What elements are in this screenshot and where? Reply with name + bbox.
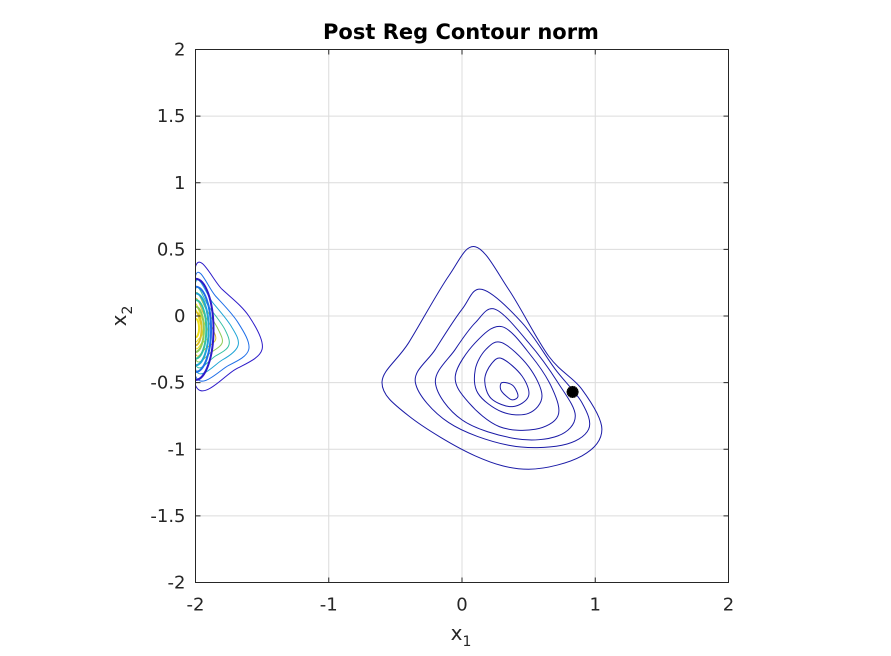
contour-core-level xyxy=(195,277,215,381)
contour-set-central xyxy=(381,246,603,470)
y-tick-label: 2 xyxy=(174,40,185,61)
grid xyxy=(195,49,729,583)
y-tick-label: -1.5 xyxy=(150,506,185,527)
contour-core-level xyxy=(195,317,201,339)
chart-title: Post Reg Contour norm xyxy=(323,20,599,44)
contour-level xyxy=(195,309,204,343)
marker-star-ray xyxy=(566,388,579,396)
contour-core-level xyxy=(195,299,208,360)
contour-level xyxy=(195,271,250,382)
x-axis-label-sub: 1 xyxy=(462,634,471,650)
y-tick-label: 0.5 xyxy=(157,239,186,260)
contour-level xyxy=(381,246,603,470)
y-tick-label: 0 xyxy=(174,306,185,327)
contour-level xyxy=(195,261,263,392)
contour-core-level xyxy=(195,285,213,373)
ticks: -2 -1 0 1 2 -2 -1.5 -1 -0.5 0 0.5 1 1.5 2 xyxy=(150,40,734,616)
marker-star xyxy=(566,385,579,398)
marker-layer xyxy=(566,385,579,398)
contour-level xyxy=(454,325,560,431)
contour-level xyxy=(434,308,576,441)
x-axis-label: x1 xyxy=(451,621,472,650)
x-axis-label-base: x xyxy=(451,621,463,645)
x-tick-label: -1 xyxy=(320,595,338,616)
contour-level xyxy=(414,288,591,449)
contour-core-level xyxy=(195,311,203,347)
y-axis-label-base: x xyxy=(107,314,131,326)
y-tick-label: 1.5 xyxy=(157,106,186,127)
x-tick-label: 2 xyxy=(723,595,734,616)
y-axis-label-sub: 2 xyxy=(120,306,136,315)
contour-level xyxy=(195,297,217,357)
y-tick-label: 1 xyxy=(174,173,185,194)
y-tick-label: -0.5 xyxy=(150,373,185,394)
x-tick-label: 0 xyxy=(456,595,467,616)
contour-level xyxy=(499,381,519,401)
y-tick-label: -1 xyxy=(168,439,186,460)
contour-lines xyxy=(195,246,603,470)
y-axis-label: x2 xyxy=(107,306,136,327)
contour-level xyxy=(473,341,543,416)
contour-level xyxy=(484,357,530,408)
x-tick-label: -2 xyxy=(187,595,205,616)
contour-set-left-edge xyxy=(195,261,263,392)
y-tick-label: -2 xyxy=(168,573,186,594)
x-tick-label: 1 xyxy=(590,595,601,616)
